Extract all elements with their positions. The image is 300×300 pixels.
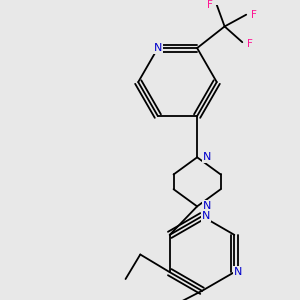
Text: N: N (202, 211, 210, 221)
Text: N: N (203, 152, 211, 162)
Text: N: N (234, 267, 242, 277)
Text: F: F (247, 39, 253, 49)
Text: N: N (203, 201, 211, 212)
Text: F: F (207, 0, 213, 10)
Text: N: N (154, 43, 162, 53)
Text: F: F (251, 10, 257, 20)
